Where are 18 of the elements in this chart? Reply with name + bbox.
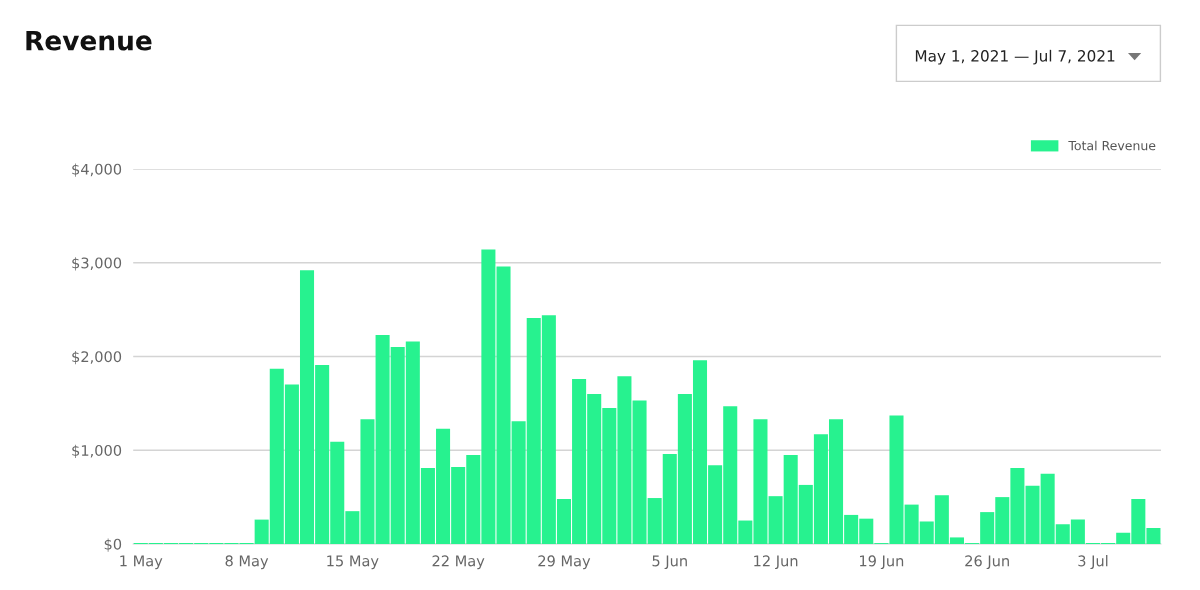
x-tick-label: 22 May	[432, 555, 485, 570]
x-tick-label: 19 Jun	[859, 555, 904, 570]
x-tick-label: 8 May	[225, 555, 269, 570]
y-tick-label: $0	[104, 538, 122, 552]
legend-label: Total Revenue	[1068, 140, 1156, 151]
y-tick-label: $3,000	[72, 257, 122, 271]
x-tick-label: 29 May	[538, 555, 591, 570]
y-tick-label: $4,000	[72, 163, 122, 177]
text: May 1, 2021 — Jul 7, 2021	[915, 49, 1115, 65]
x-tick-label: 3 Jul	[1078, 555, 1108, 570]
x-tick-label: 12 Jun	[754, 555, 798, 570]
x-tick-label: 26 Jun	[965, 555, 1009, 570]
chart-title: Revenue	[26, 30, 152, 51]
x-tick-label: 1 May	[120, 555, 163, 570]
x-tick-label: 15 May	[327, 555, 379, 570]
y-tick-label: $2,000	[72, 350, 122, 365]
y-tick-label: $1,000	[72, 444, 122, 458]
x-tick-label: 5 Jun	[652, 555, 687, 570]
